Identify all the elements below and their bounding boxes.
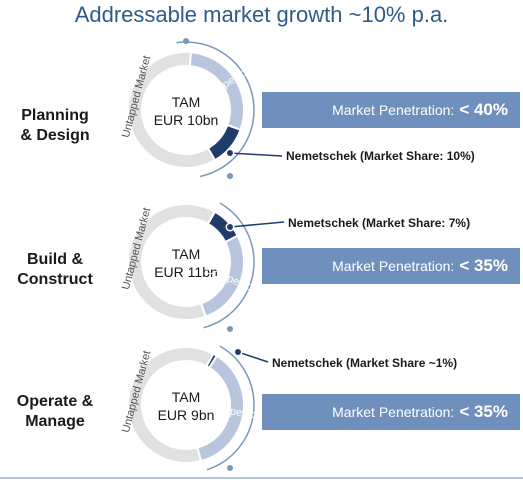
note-connector-line: [237, 351, 269, 363]
untapped-market-segment: [127, 346, 215, 464]
bottom-divider: [0, 477, 523, 479]
arc-endpoint-dot: [227, 173, 233, 179]
tam-value: EUR 11bn: [154, 264, 218, 280]
note-anchor-dot: [227, 150, 233, 156]
untapped-market-segment: [127, 203, 217, 321]
penetration-arc: [203, 202, 255, 329]
competitors-segment: [196, 354, 245, 463]
penetration-bar-operate-manage: Market Penetration: < 35%: [262, 394, 520, 430]
segment-label-operate-manage: Operate & Manage: [16, 393, 94, 430]
penetration-label: Market Penetration:: [332, 404, 455, 420]
nemetschek-note-operate-manage: Nemetschek (Market Share ~1%): [272, 356, 458, 370]
penetration-value: < 35%: [459, 256, 508, 275]
tam-label: TAM: [172, 389, 201, 405]
tam-label: TAM: [172, 246, 201, 262]
nemetschek-segment: [205, 352, 219, 370]
tam-label: TAM: [172, 94, 201, 110]
page-title: Addressable market growth ~10% p.a.: [74, 2, 449, 27]
penetration-label: Market Penetration:: [332, 102, 455, 118]
penetration-bar-build-construct: Market Penetration: < 35%: [262, 248, 520, 284]
tam-value: EUR 10bn: [154, 112, 219, 128]
note-connector-line: [229, 221, 285, 228]
note-connector-line: [229, 152, 283, 157]
nemetschek-segment: [206, 123, 242, 162]
competitors-segment: [199, 234, 245, 318]
nemetschek-segment: [206, 210, 240, 244]
segment-label-build-construct: Build & Construct: [17, 251, 93, 288]
arc-endpoint-dot: [227, 465, 233, 471]
nemetschek-note-build-construct: Nemetschek (Market Share: 7%): [288, 216, 471, 230]
arc-endpoint-dot: [183, 38, 189, 44]
penetration-label: Market Penetration:: [332, 258, 455, 274]
note-anchor-dot: [235, 349, 241, 355]
penetration-arc: [176, 41, 255, 178]
untapped-market-segment: [127, 51, 242, 169]
nemetschek-note-planning-design: Nemetschek (Market Share: 10%): [286, 149, 475, 163]
penetration-value: < 35%: [459, 402, 508, 421]
arc-endpoint-dot: [227, 326, 233, 332]
segment-label-planning-design: Planning & Design: [20, 107, 90, 144]
tam-value: EUR 9bn: [158, 407, 215, 423]
note-anchor-dot: [227, 224, 233, 230]
penetration-value: < 40%: [459, 100, 508, 119]
penetration-arc: [206, 345, 255, 471]
penetration-bar-planning-design: Market Penetration: < 40%: [262, 92, 520, 128]
